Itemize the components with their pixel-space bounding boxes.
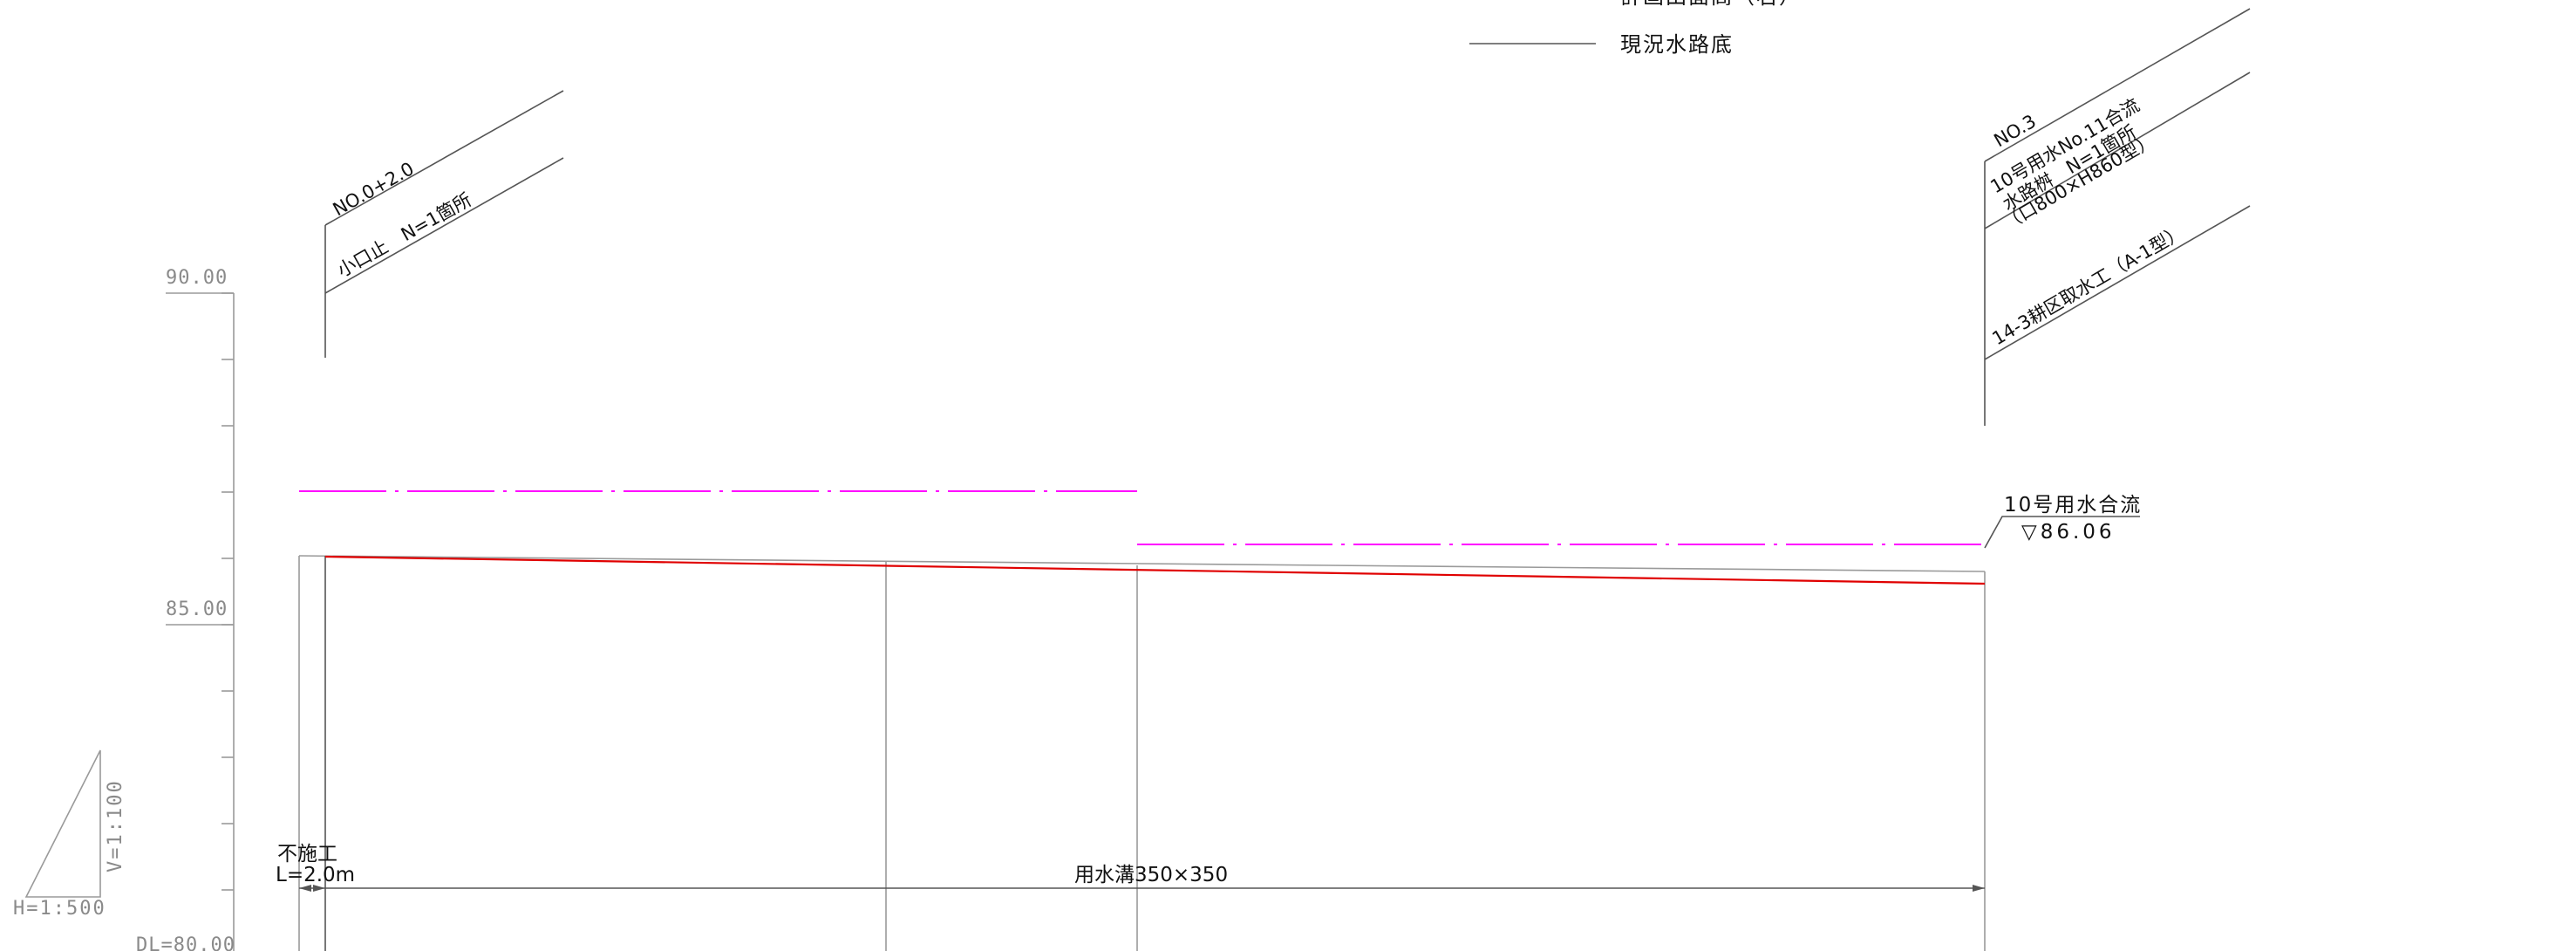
horizontal-scale-label: H=1:500	[13, 898, 106, 920]
unconstructed-length: L=2.0m	[276, 864, 355, 886]
scale-indicator: H=1:500 V=1:100	[13, 749, 126, 920]
station-left-name: NO.0+2.0	[330, 158, 418, 220]
profile-frame	[298, 555, 1986, 951]
elevation-axis: 90.00 85.00 DL=80.00	[136, 267, 235, 951]
section-dimensions: 不施工 L=2.0m 用水溝350×350	[276, 843, 1985, 892]
station-right-leader-2	[1984, 72, 2251, 229]
legend-existing-channel-bottom: 現況水路底	[1620, 32, 1734, 57]
station-right: NO.3 10号用水No.11合流 水路桝 N=1箇所 （口800×H860型）…	[1984, 8, 2251, 426]
station-left-leader-2	[324, 157, 564, 294]
scale-triangle	[24, 749, 101, 898]
station-right-note-4: 14-3耕区取水工（A-1型）	[1988, 222, 2188, 350]
unconstructed-title: 不施工	[277, 843, 337, 865]
axis-label-85: 85.00	[166, 599, 228, 620]
station-left: NO.0+2.0 小口止 N=1箇所	[324, 90, 564, 951]
station-right-leader-1	[1984, 8, 2251, 162]
station-right-name: NO.3	[1990, 111, 2040, 152]
water-level-lines: 10号用水合流 ▽86.06	[299, 490, 2142, 549]
channel-section-label: 用水溝350×350	[1074, 864, 1228, 886]
station-right-leader-3	[1984, 205, 2251, 360]
water-level-label: 10号用水合流	[2004, 494, 2142, 517]
legend-planned-ground: 計画田面高（右）	[1620, 0, 1802, 9]
planned-channel-line	[324, 555, 1986, 585]
axis-label-90: 90.00	[166, 267, 228, 289]
existing-ground-line	[298, 555, 1986, 572]
legend: 計画田面高（右） 現況水路底	[1469, 0, 1802, 57]
station-left-leader-1	[324, 90, 564, 226]
water-level-leader	[1984, 516, 2140, 549]
datum-label: DL=80.00	[136, 934, 235, 951]
water-level-value: ▽86.06	[2021, 521, 2116, 544]
axis-minor-ticks	[221, 292, 234, 891]
vertical-scale-label: V=1:100	[105, 779, 126, 872]
